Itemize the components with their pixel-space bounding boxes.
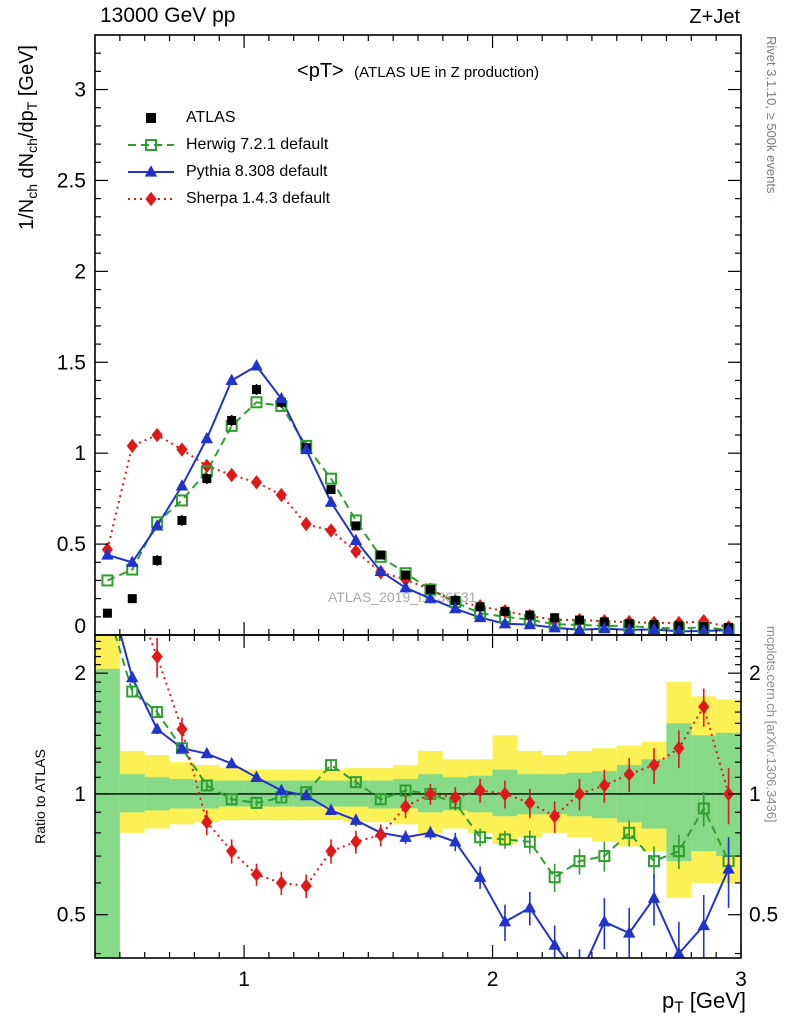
tick-label: 0.5 bbox=[749, 904, 778, 927]
tick-label: 0.5 bbox=[57, 904, 86, 927]
legend-label: Herwig 7.2.1 default bbox=[186, 135, 329, 153]
tick-label: 2 bbox=[749, 662, 761, 685]
rivet-version-note: Rivet 3.1.10, ≥ 500k events bbox=[764, 36, 779, 194]
tick-label: 1 bbox=[74, 442, 86, 465]
tick-label: 2 bbox=[74, 260, 86, 283]
plot-title: <pT> (ATLAS UE in Z production) bbox=[95, 60, 741, 83]
tick-label: 2.5 bbox=[57, 169, 86, 192]
atlas-marker-icon bbox=[146, 112, 156, 123]
observable-name: <pT> bbox=[297, 60, 344, 82]
tick-label: 2 bbox=[487, 968, 499, 991]
herwig-marker-icon bbox=[128, 138, 174, 151]
top-panel bbox=[101, 359, 735, 635]
tick-label: 1 bbox=[74, 783, 86, 806]
tick-label: 0 bbox=[74, 615, 86, 638]
legend-item-atlas: ATLAS bbox=[126, 104, 330, 131]
legend-label: ATLAS bbox=[186, 108, 236, 126]
legend: ATLAS Herwig 7.2.1 default Pythia 8.308 … bbox=[126, 104, 330, 212]
tick-label: 3 bbox=[735, 968, 747, 991]
sherpa-marker-icon bbox=[128, 191, 174, 206]
pythia-marker-icon bbox=[128, 164, 174, 177]
legend-item-sherpa: Sherpa 1.4.3 default bbox=[126, 185, 330, 212]
tick-label: 1 bbox=[238, 968, 250, 991]
tick-label: 0.5 bbox=[57, 533, 86, 556]
legend-label: Pythia 8.308 default bbox=[186, 162, 328, 180]
tick-label: 2 bbox=[74, 662, 86, 685]
tick-label: 1.5 bbox=[57, 351, 86, 374]
tick-label: 1 bbox=[749, 783, 761, 806]
y-axis-label-top: 1/Nch dNch/dpT [GeV] bbox=[16, 45, 40, 230]
beam-energy-label: 13000 GeV pp bbox=[100, 4, 236, 27]
y-axis-label-ratio: Ratio to ATLAS bbox=[32, 749, 48, 844]
mcplots-reference-note: mcplots.cern.ch [arXiv:1306.3436] bbox=[764, 626, 779, 823]
legend-label: Sherpa 1.4.3 default bbox=[186, 189, 331, 207]
ratio-panel bbox=[95, 635, 741, 958]
process-label: Z+Jet bbox=[689, 6, 740, 28]
x-axis-label: pT [GeV] bbox=[661, 988, 746, 1017]
legend-item-pythia: Pythia 8.308 default bbox=[126, 158, 330, 185]
legend-item-herwig: Herwig 7.2.1 default bbox=[126, 131, 330, 158]
tick-label: 3 bbox=[74, 79, 86, 102]
analysis-descriptor: (ATLAS UE in Z production) bbox=[354, 64, 539, 81]
